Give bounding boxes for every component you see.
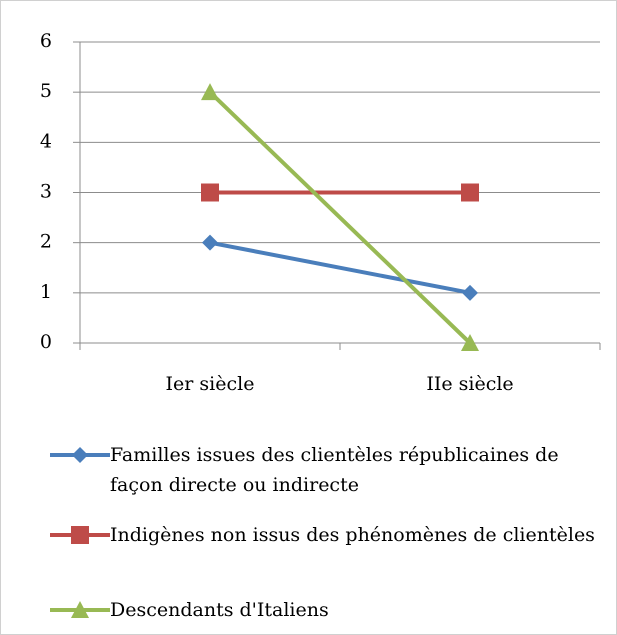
legend-label: Descendants d'Italiens — [110, 599, 329, 621]
y-tick-label: 2 — [40, 231, 52, 253]
series-line — [208, 90, 472, 345]
legend-marker — [72, 447, 88, 463]
y-tick-label: 4 — [40, 130, 52, 152]
y-tick-label: 1 — [40, 281, 52, 303]
marker — [461, 334, 479, 351]
marker — [202, 234, 218, 251]
y-tick-label: 6 — [40, 30, 52, 52]
legend-label: Indigènes non issus des phénomènes de cl… — [110, 524, 595, 546]
legend-marker — [71, 526, 89, 544]
x-tick-label: IIe siècle — [426, 373, 513, 395]
legend-label: Familles issues des clientèles républica… — [110, 444, 559, 496]
legend-marker — [71, 601, 89, 618]
marker — [462, 284, 478, 301]
y-tick-label: 0 — [40, 331, 52, 353]
series-line — [209, 240, 471, 295]
x-tick-label: Ier siècle — [166, 373, 255, 395]
marker — [461, 183, 479, 202]
marker — [201, 83, 219, 101]
marker — [201, 183, 219, 202]
y-tick-label: 3 — [40, 181, 52, 203]
y-tick-label: 5 — [40, 80, 52, 102]
